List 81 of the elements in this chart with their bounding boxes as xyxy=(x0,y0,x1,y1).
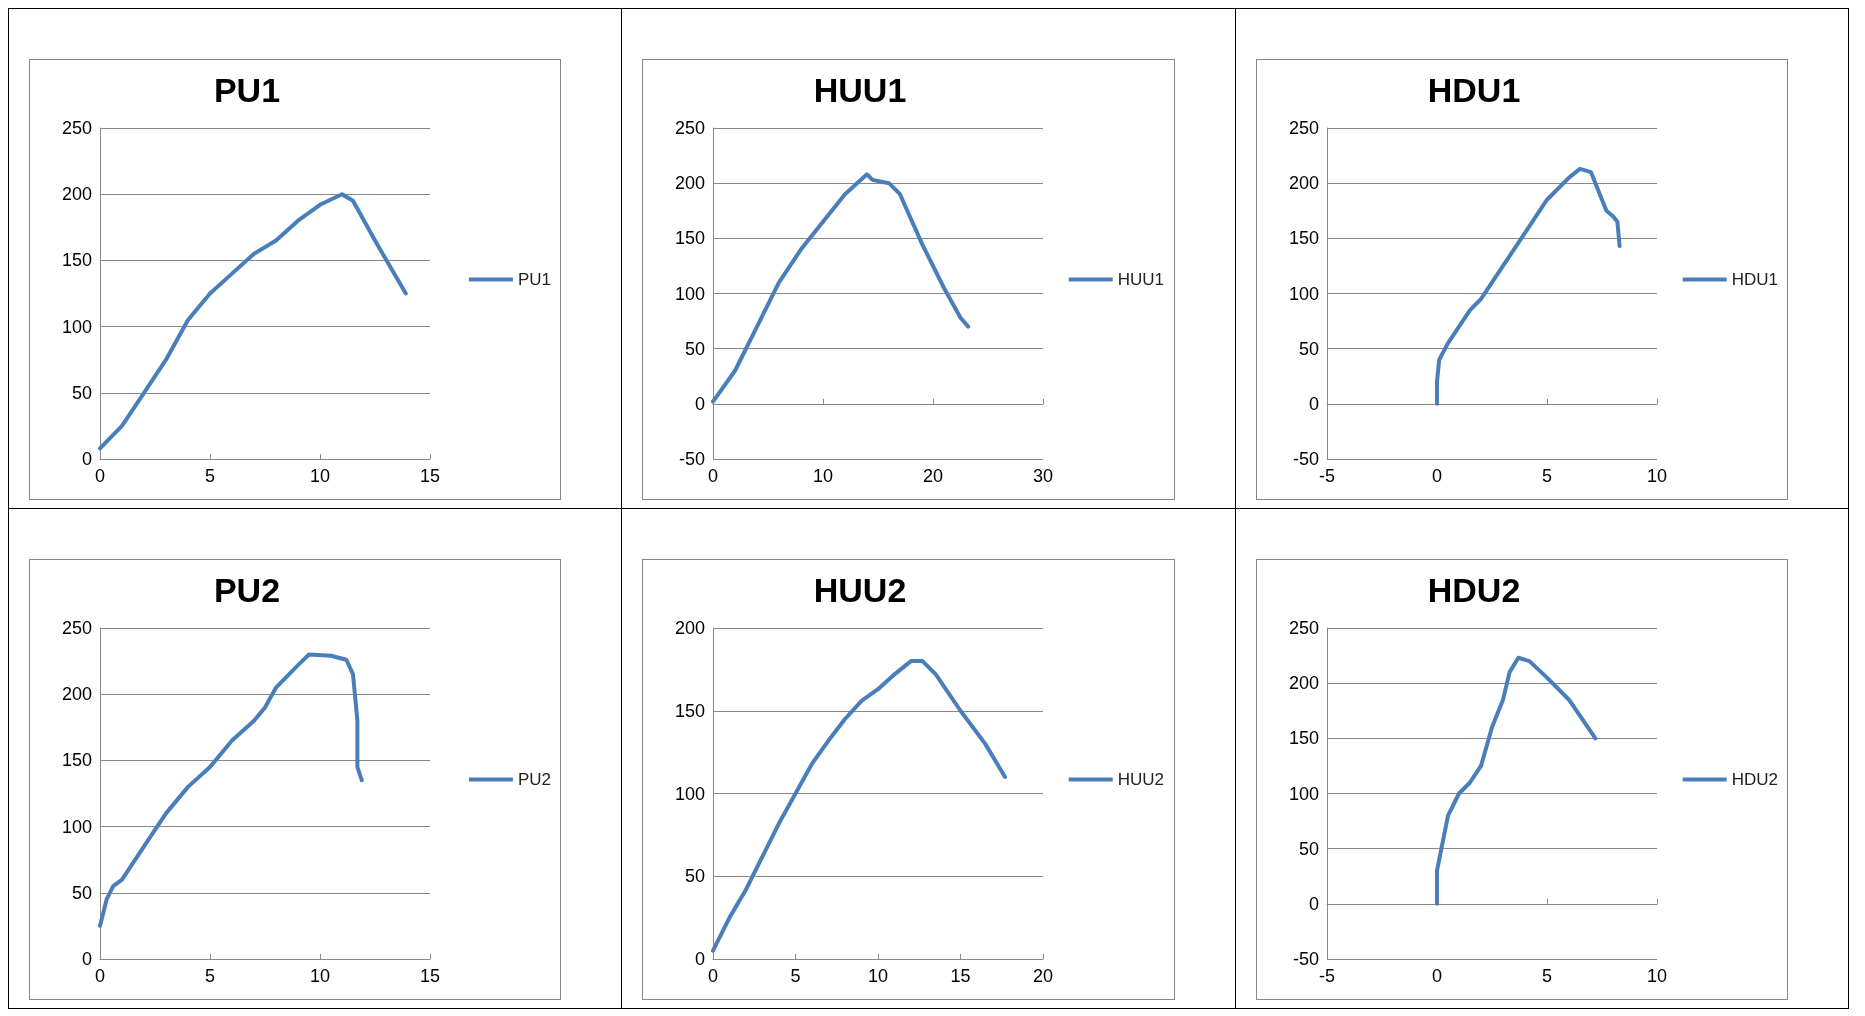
x-tick-label: 20 xyxy=(1033,966,1054,986)
y-tick-label: 100 xyxy=(61,316,92,337)
x-tick-label: 10 xyxy=(868,966,889,986)
line-series xyxy=(98,652,364,928)
x-tick-label: 5 xyxy=(790,966,801,986)
x-tick-label: 15 xyxy=(419,966,441,986)
y-tick-label: -50 xyxy=(679,449,706,469)
y-tick-label: 250 xyxy=(1288,118,1319,138)
y-tick-label: 200 xyxy=(1288,673,1319,694)
y-tick-label: 50 xyxy=(685,866,706,887)
x-tick-label: -5 xyxy=(1318,966,1335,986)
y-tick-label: 0 xyxy=(1308,393,1319,414)
x-tick-label: 0 xyxy=(1431,466,1442,486)
x-tick-label: 0 xyxy=(708,966,719,986)
y-tick-label: 100 xyxy=(675,283,706,304)
y-tick-label: 50 xyxy=(1298,338,1319,359)
y-tick-label: 100 xyxy=(61,816,92,837)
y-tick-label: 0 xyxy=(695,949,706,969)
y-tick-label: 100 xyxy=(675,783,706,804)
y-tick-label: 50 xyxy=(685,338,706,359)
y-tick-label: 150 xyxy=(1288,728,1319,749)
x-tick-label: 0 xyxy=(1431,966,1442,986)
x-tick-label: -5 xyxy=(1318,466,1335,486)
line-series xyxy=(1434,166,1622,406)
x-tick-label: 30 xyxy=(1033,466,1054,486)
x-tick-label: 0 xyxy=(94,966,106,986)
line-series xyxy=(711,172,971,404)
x-tick-label: 5 xyxy=(204,966,216,986)
x-tick-label: 10 xyxy=(309,966,331,986)
y-tick-label: -50 xyxy=(1292,949,1319,969)
line-series xyxy=(711,659,1008,953)
x-tick-label: 10 xyxy=(1646,466,1667,486)
x-tick-label: 15 xyxy=(950,966,971,986)
x-tick-label: 20 xyxy=(923,466,944,486)
y-tick-label: 100 xyxy=(1288,283,1319,304)
y-tick-label: 0 xyxy=(81,449,92,469)
chart-title: HDU1 xyxy=(1427,71,1520,109)
y-tick-label: 250 xyxy=(675,118,706,138)
legend-label: PU1 xyxy=(517,270,552,289)
y-tick-label: 200 xyxy=(61,184,92,205)
x-tick-label: 5 xyxy=(1541,466,1552,486)
x-tick-label: 5 xyxy=(204,466,216,486)
y-tick-label: 150 xyxy=(1288,228,1319,249)
y-tick-label: 250 xyxy=(1288,618,1319,638)
y-tick-label: 150 xyxy=(61,250,92,271)
y-tick-label: 200 xyxy=(1288,173,1319,194)
y-tick-label: 50 xyxy=(71,882,92,903)
y-tick-label: 250 xyxy=(61,118,92,138)
chart-title: PU1 xyxy=(213,71,281,109)
y-tick-label: 250 xyxy=(61,618,92,638)
x-tick-label: 0 xyxy=(708,466,719,486)
y-tick-label: 150 xyxy=(675,700,706,721)
x-tick-label: 10 xyxy=(309,466,331,486)
line-series xyxy=(1434,655,1598,906)
x-tick-label: 10 xyxy=(813,466,834,486)
legend-label: HDU2 xyxy=(1731,770,1778,789)
y-tick-label: 0 xyxy=(1308,893,1319,914)
y-tick-label: 150 xyxy=(675,228,706,249)
y-tick-label: 50 xyxy=(1298,838,1319,859)
legend-label: HUU1 xyxy=(1118,270,1165,289)
y-tick-label: 200 xyxy=(675,173,706,194)
y-tick-label: 200 xyxy=(61,684,92,705)
chart-title: HUU2 xyxy=(814,571,907,609)
y-tick-label: 200 xyxy=(675,618,706,638)
line-series xyxy=(98,192,408,451)
x-tick-label: 15 xyxy=(419,466,441,486)
x-tick-label: 5 xyxy=(1541,966,1552,986)
x-tick-label: 0 xyxy=(94,466,106,486)
y-tick-label: 100 xyxy=(1288,783,1319,804)
x-tick-label: 10 xyxy=(1646,966,1667,986)
legend-label: HUU2 xyxy=(1118,770,1165,789)
y-tick-label: 150 xyxy=(61,750,92,771)
legend-label: HDU1 xyxy=(1731,270,1778,289)
chart-title: HUU1 xyxy=(814,71,907,109)
y-tick-label: 0 xyxy=(81,949,92,969)
chart-title: PU2 xyxy=(213,571,281,609)
legend-label: PU2 xyxy=(517,770,552,789)
y-tick-label: -50 xyxy=(1292,449,1319,469)
chart-title: HDU2 xyxy=(1427,571,1520,609)
y-tick-label: 50 xyxy=(71,382,92,403)
y-tick-label: 0 xyxy=(695,393,706,414)
